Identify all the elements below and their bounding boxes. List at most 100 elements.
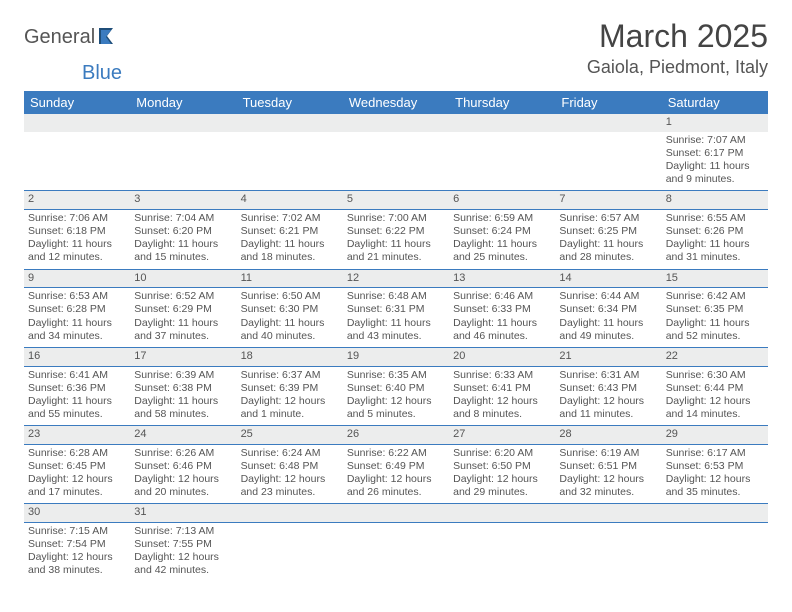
sunset-text: Sunset: 6:40 PM	[347, 382, 445, 395]
day-header: Thursday	[449, 91, 555, 114]
day-cell: Sunrise: 6:33 AMSunset: 6:41 PMDaylight:…	[449, 366, 555, 426]
day-cell	[237, 132, 343, 191]
calendar-body: 1 Sunrise: 7:07 AMSunset: 6:17 PMDayligh…	[24, 114, 768, 582]
sunset-text: Sunset: 6:30 PM	[241, 303, 339, 316]
sunrise-text: Sunrise: 7:06 AM	[28, 212, 126, 225]
daylight-text: Daylight: 11 hours and 43 minutes.	[347, 317, 445, 343]
sunset-text: Sunset: 6:22 PM	[347, 225, 445, 238]
day-header: Friday	[555, 91, 661, 114]
daylight-text: Daylight: 12 hours and 26 minutes.	[347, 473, 445, 499]
sunrise-text: Sunrise: 6:53 AM	[28, 290, 126, 303]
day-number: 13	[449, 269, 555, 288]
sunrise-text: Sunrise: 7:00 AM	[347, 212, 445, 225]
sunset-text: Sunset: 6:29 PM	[134, 303, 232, 316]
day-number: 15	[662, 269, 768, 288]
day-number: 19	[343, 347, 449, 366]
daylight-text: Daylight: 11 hours and 55 minutes.	[28, 395, 126, 421]
sunrise-text: Sunrise: 7:07 AM	[666, 134, 764, 147]
sunrise-text: Sunrise: 6:37 AM	[241, 369, 339, 382]
daylight-text: Daylight: 12 hours and 23 minutes.	[241, 473, 339, 499]
day-cell: Sunrise: 7:13 AMSunset: 7:55 PMDaylight:…	[130, 523, 236, 582]
day-cell	[662, 523, 768, 582]
day-cell: Sunrise: 7:04 AMSunset: 6:20 PMDaylight:…	[130, 210, 236, 270]
sunrise-text: Sunrise: 6:35 AM	[347, 369, 445, 382]
day-number	[343, 114, 449, 132]
day-number	[343, 504, 449, 523]
day-header: Monday	[130, 91, 236, 114]
daynum-row: 16171819202122	[24, 347, 768, 366]
day-number: 7	[555, 191, 661, 210]
sunrise-text: Sunrise: 7:04 AM	[134, 212, 232, 225]
day-cell: Sunrise: 6:37 AMSunset: 6:39 PMDaylight:…	[237, 366, 343, 426]
daynum-row: 23242526272829	[24, 426, 768, 445]
daylight-text: Daylight: 11 hours and 37 minutes.	[134, 317, 232, 343]
daynum-row: 1	[24, 114, 768, 132]
day-number: 30	[24, 504, 130, 523]
day-number: 22	[662, 347, 768, 366]
day-number: 9	[24, 269, 130, 288]
sunset-text: Sunset: 6:44 PM	[666, 382, 764, 395]
day-cell: Sunrise: 6:42 AMSunset: 6:35 PMDaylight:…	[662, 288, 768, 348]
daylight-text: Daylight: 11 hours and 12 minutes.	[28, 238, 126, 264]
sunset-text: Sunset: 6:18 PM	[28, 225, 126, 238]
day-cell: Sunrise: 6:19 AMSunset: 6:51 PMDaylight:…	[555, 444, 661, 504]
sunset-text: Sunset: 6:49 PM	[347, 460, 445, 473]
sunrise-text: Sunrise: 6:22 AM	[347, 447, 445, 460]
day-number: 3	[130, 191, 236, 210]
daylight-text: Daylight: 12 hours and 17 minutes.	[28, 473, 126, 499]
day-number	[449, 504, 555, 523]
day-cell: Sunrise: 6:30 AMSunset: 6:44 PMDaylight:…	[662, 366, 768, 426]
day-cell: Sunrise: 6:35 AMSunset: 6:40 PMDaylight:…	[343, 366, 449, 426]
day-cell: Sunrise: 6:28 AMSunset: 6:45 PMDaylight:…	[24, 444, 130, 504]
day-number: 14	[555, 269, 661, 288]
daylight-text: Daylight: 12 hours and 5 minutes.	[347, 395, 445, 421]
daylight-text: Daylight: 11 hours and 9 minutes.	[666, 160, 764, 186]
sunset-text: Sunset: 6:50 PM	[453, 460, 551, 473]
sunset-text: Sunset: 6:46 PM	[134, 460, 232, 473]
day-number: 26	[343, 426, 449, 445]
daylight-text: Daylight: 11 hours and 31 minutes.	[666, 238, 764, 264]
day-cell: Sunrise: 7:15 AMSunset: 7:54 PMDaylight:…	[24, 523, 130, 582]
sunrise-text: Sunrise: 6:28 AM	[28, 447, 126, 460]
day-cell: Sunrise: 6:53 AMSunset: 6:28 PMDaylight:…	[24, 288, 130, 348]
sunrise-text: Sunrise: 6:44 AM	[559, 290, 657, 303]
day-number: 20	[449, 347, 555, 366]
sunset-text: Sunset: 7:55 PM	[134, 538, 232, 551]
sunset-text: Sunset: 6:36 PM	[28, 382, 126, 395]
sunset-text: Sunset: 6:48 PM	[241, 460, 339, 473]
day-header: Wednesday	[343, 91, 449, 114]
day-number: 6	[449, 191, 555, 210]
day-cell: Sunrise: 6:57 AMSunset: 6:25 PMDaylight:…	[555, 210, 661, 270]
day-cell: Sunrise: 7:06 AMSunset: 6:18 PMDaylight:…	[24, 210, 130, 270]
daylight-text: Daylight: 12 hours and 35 minutes.	[666, 473, 764, 499]
sunset-text: Sunset: 6:21 PM	[241, 225, 339, 238]
day-cell	[449, 132, 555, 191]
sunrise-text: Sunrise: 6:24 AM	[241, 447, 339, 460]
sunrise-text: Sunrise: 6:33 AM	[453, 369, 551, 382]
daylight-text: Daylight: 11 hours and 15 minutes.	[134, 238, 232, 264]
day-number: 27	[449, 426, 555, 445]
day-cell: Sunrise: 6:26 AMSunset: 6:46 PMDaylight:…	[130, 444, 236, 504]
sunset-text: Sunset: 6:34 PM	[559, 303, 657, 316]
day-cell: Sunrise: 6:17 AMSunset: 6:53 PMDaylight:…	[662, 444, 768, 504]
sunset-text: Sunset: 6:41 PM	[453, 382, 551, 395]
daylight-text: Daylight: 11 hours and 46 minutes.	[453, 317, 551, 343]
daylight-text: Daylight: 12 hours and 32 minutes.	[559, 473, 657, 499]
sunrise-text: Sunrise: 6:52 AM	[134, 290, 232, 303]
day-cell	[555, 132, 661, 191]
daylight-text: Daylight: 11 hours and 28 minutes.	[559, 238, 657, 264]
daylight-text: Daylight: 12 hours and 14 minutes.	[666, 395, 764, 421]
daylight-text: Daylight: 11 hours and 49 minutes.	[559, 317, 657, 343]
day-cell: Sunrise: 6:48 AMSunset: 6:31 PMDaylight:…	[343, 288, 449, 348]
day-number: 29	[662, 426, 768, 445]
sunset-text: Sunset: 7:54 PM	[28, 538, 126, 551]
sunrise-text: Sunrise: 6:42 AM	[666, 290, 764, 303]
sunset-text: Sunset: 6:31 PM	[347, 303, 445, 316]
sunrise-text: Sunrise: 7:13 AM	[134, 525, 232, 538]
day-cell: Sunrise: 7:07 AMSunset: 6:17 PMDaylight:…	[662, 132, 768, 191]
day-number	[237, 114, 343, 132]
day-number	[555, 504, 661, 523]
flag-icon	[99, 26, 121, 49]
sunset-text: Sunset: 6:17 PM	[666, 147, 764, 160]
sunrise-text: Sunrise: 6:31 AM	[559, 369, 657, 382]
